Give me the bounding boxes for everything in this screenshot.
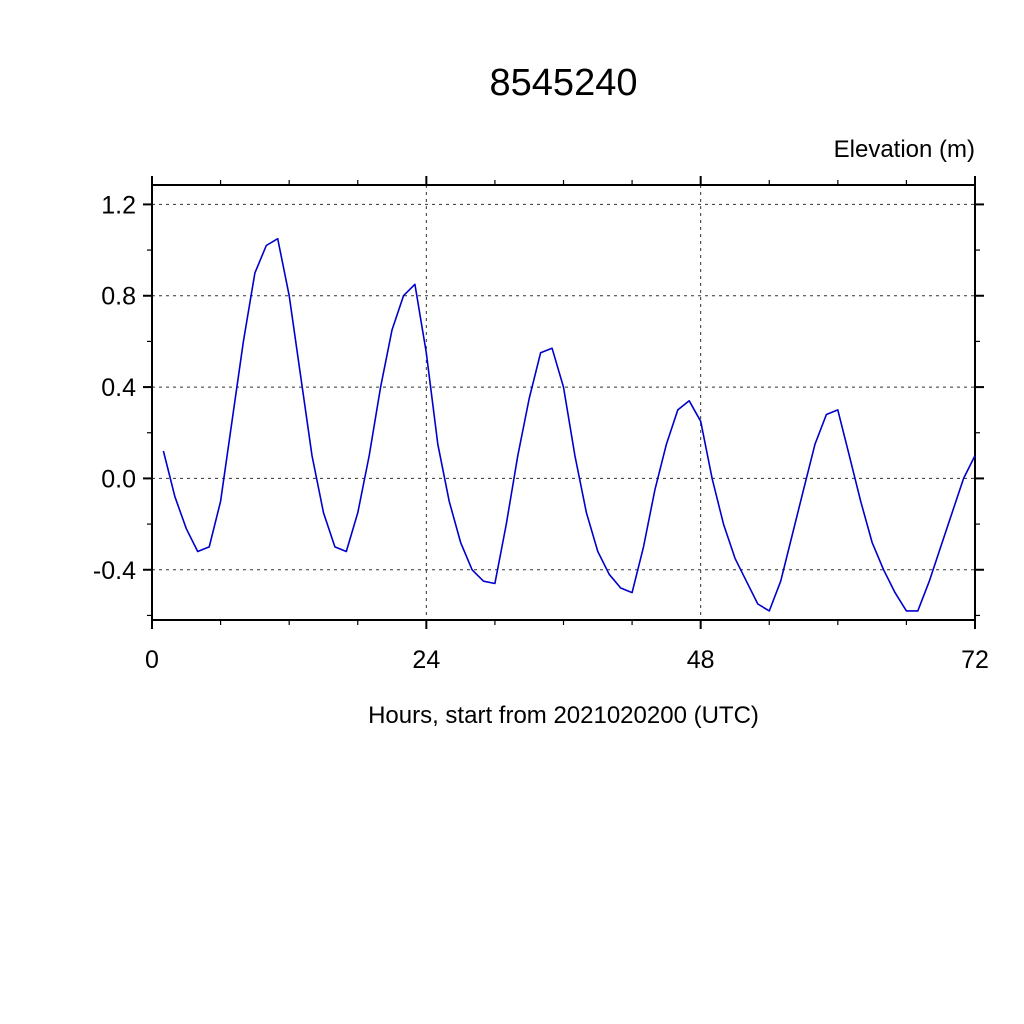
x-tick-label: 72 — [961, 646, 989, 674]
chart-title: 8545240 — [489, 62, 638, 104]
x-tick-label: 24 — [412, 646, 440, 674]
y-tick-label: 0.8 — [101, 283, 136, 311]
plot-frame — [151, 184, 976, 621]
y-axis-label: Elevation (m) — [833, 136, 975, 163]
y-tick-label: 1.2 — [101, 191, 136, 219]
y-tick-label: 0.4 — [101, 374, 136, 402]
y-tick-label: -0.4 — [93, 557, 136, 585]
y-tick-label: 0.0 — [101, 465, 136, 493]
elevation-line — [162, 237, 976, 612]
x-tick-label: 0 — [145, 646, 159, 674]
x-tick-label: 48 — [687, 646, 715, 674]
x-axis-label: Hours, start from 2021020200 (UTC) — [368, 702, 759, 729]
